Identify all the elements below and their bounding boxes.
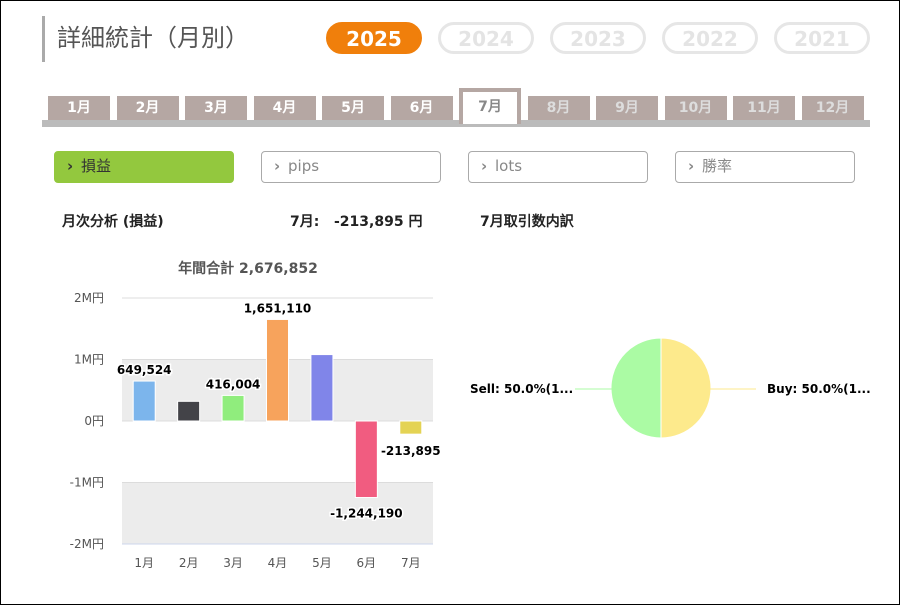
x-tick-label: 2月 bbox=[179, 556, 199, 570]
tab-month-4[interactable]: 4月 bbox=[253, 96, 316, 120]
chart-title: 年間合計 2,676,852 bbox=[178, 260, 318, 277]
tab-month-2[interactable]: 2月 bbox=[116, 96, 179, 120]
tab-month-9[interactable]: 9月 bbox=[596, 96, 658, 120]
month-tabs: 1月 2月 3月 4月 5月 6月 7月 8月 9月 10月 11月 12月 bbox=[42, 88, 870, 126]
x-tick-label: 3月 bbox=[223, 556, 243, 570]
tab-month-7[interactable]: 7月 bbox=[459, 88, 521, 124]
chevron-right-icon: › bbox=[274, 157, 281, 175]
month-tabs-baseline bbox=[42, 120, 870, 127]
bar-7月 bbox=[399, 420, 423, 435]
metric-label: 勝率 bbox=[702, 157, 733, 175]
data-label: 649,524 bbox=[117, 363, 172, 377]
y-tick-label: 2M円 bbox=[74, 291, 104, 305]
chevron-right-icon: › bbox=[688, 157, 695, 175]
metric-label: 損益 bbox=[81, 157, 112, 175]
bar-1月 bbox=[132, 380, 156, 422]
bar-5月 bbox=[310, 354, 334, 422]
selected-month-value: -213,895 円 bbox=[334, 214, 423, 230]
tab-month-5[interactable]: 5月 bbox=[322, 96, 384, 120]
x-tick-label: 7月 bbox=[401, 556, 421, 570]
year-2024[interactable]: 2024 bbox=[438, 22, 534, 54]
page-title: 詳細統計（月別） bbox=[42, 16, 249, 62]
bar-2月 bbox=[177, 400, 201, 422]
y-tick-label: 1M円 bbox=[74, 353, 104, 367]
chevron-right-icon: › bbox=[481, 157, 488, 175]
monthly-analysis-heading: 月次分析 (損益) bbox=[62, 214, 164, 230]
data-label: 416,004 bbox=[206, 377, 261, 391]
bar-6月 bbox=[354, 420, 378, 499]
y-tick-label: -2M円 bbox=[70, 537, 104, 551]
metric-button-2[interactable]: › lots bbox=[468, 151, 648, 183]
selected-month-label: 7月: bbox=[290, 214, 320, 230]
year-2022[interactable]: 2022 bbox=[662, 22, 758, 54]
year-2025[interactable]: 2025 bbox=[326, 22, 422, 54]
pie-slice-buy bbox=[660, 337, 712, 439]
tab-month-10[interactable]: 10月 bbox=[664, 96, 727, 120]
chevron-right-icon: › bbox=[67, 157, 74, 175]
x-tick-label: 4月 bbox=[268, 556, 288, 570]
metric-button-0[interactable]: › 損益 bbox=[54, 151, 234, 183]
tab-month-12[interactable]: 12月 bbox=[801, 96, 864, 120]
x-tick-label: 6月 bbox=[357, 556, 377, 570]
data-label: -1,244,190 bbox=[330, 507, 403, 521]
metric-button-1[interactable]: › pips bbox=[261, 151, 441, 183]
tab-month-6[interactable]: 6月 bbox=[390, 96, 453, 120]
metric-label: pips bbox=[288, 157, 320, 175]
tab-month-1[interactable]: 1月 bbox=[48, 96, 110, 120]
y-tick-label: 0円 bbox=[84, 414, 104, 428]
tab-month-3[interactable]: 3月 bbox=[185, 96, 247, 120]
metric-button-3[interactable]: › 勝率 bbox=[675, 151, 855, 183]
tab-month-8[interactable]: 8月 bbox=[527, 96, 590, 120]
plot-band bbox=[122, 482, 433, 544]
trade-breakdown-heading: 7月取引数内訳 bbox=[480, 214, 574, 230]
data-label: -213,895 bbox=[381, 444, 441, 458]
year-2021[interactable]: 2021 bbox=[774, 22, 870, 54]
pie-slice-sell bbox=[610, 337, 662, 439]
bar-3月 bbox=[221, 394, 245, 422]
bar-4月 bbox=[266, 318, 289, 422]
tab-month-11[interactable]: 11月 bbox=[733, 96, 795, 120]
year-2023[interactable]: 2023 bbox=[550, 22, 646, 54]
y-tick-label: -1M円 bbox=[70, 476, 104, 490]
data-label: 1,651,110 bbox=[244, 301, 312, 315]
metric-label: lots bbox=[495, 157, 523, 175]
pie-label-buy: Buy: 50.0%(1... bbox=[767, 382, 871, 396]
x-tick-label: 5月 bbox=[312, 556, 332, 570]
x-tick-label: 1月 bbox=[134, 556, 154, 570]
pie-label-sell: Sell: 50.0%(1... bbox=[470, 382, 573, 396]
